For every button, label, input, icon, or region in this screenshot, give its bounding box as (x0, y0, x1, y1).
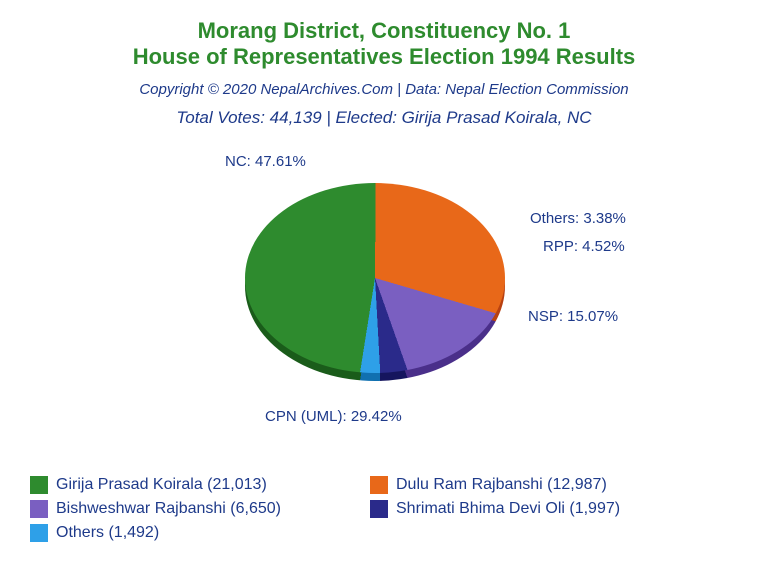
legend-item: Bishweshwar Rajbanshi (6,650) (30, 500, 370, 518)
pie-chart-area: NC: 47.61% CPN (UML): 29.42% NSP: 15.07%… (0, 128, 768, 468)
totals-text: Total Votes: 44,139 | Elected: Girija Pr… (0, 108, 768, 128)
legend-item: Shrimati Bhima Devi Oli (1,997) (370, 500, 710, 518)
legend-swatch (370, 476, 388, 494)
legend-label: Others (1,492) (56, 524, 159, 542)
title-line-2: House of Representatives Election 1994 R… (0, 44, 768, 70)
legend-label: Girija Prasad Koirala (21,013) (56, 476, 267, 494)
legend-item: Others (1,492) (30, 524, 370, 542)
legend-label: Shrimati Bhima Devi Oli (1,997) (396, 500, 620, 518)
copyright-text: Copyright © 2020 NepalArchives.Com | Dat… (0, 81, 768, 98)
pie-slices (245, 183, 505, 373)
legend-item: Girija Prasad Koirala (21,013) (30, 476, 370, 494)
slice-label-rpp: RPP: 4.52% (543, 238, 625, 255)
chart-header: Morang District, Constituency No. 1 Hous… (0, 0, 768, 128)
legend-label: Dulu Ram Rajbanshi (12,987) (396, 476, 607, 494)
chart-legend: Girija Prasad Koirala (21,013) Dulu Ram … (30, 476, 738, 548)
legend-item: Dulu Ram Rajbanshi (12,987) (370, 476, 710, 494)
legend-swatch (30, 500, 48, 518)
legend-swatch (30, 524, 48, 542)
pie-chart (245, 183, 505, 443)
slice-label-cpn: CPN (UML): 29.42% (265, 408, 402, 425)
legend-label: Bishweshwar Rajbanshi (6,650) (56, 500, 281, 518)
title-line-1: Morang District, Constituency No. 1 (0, 18, 768, 44)
slice-label-nsp: NSP: 15.07% (528, 308, 618, 325)
slice-label-nc: NC: 47.61% (225, 153, 306, 170)
legend-swatch (370, 500, 388, 518)
slice-label-others: Others: 3.38% (530, 210, 626, 227)
legend-swatch (30, 476, 48, 494)
